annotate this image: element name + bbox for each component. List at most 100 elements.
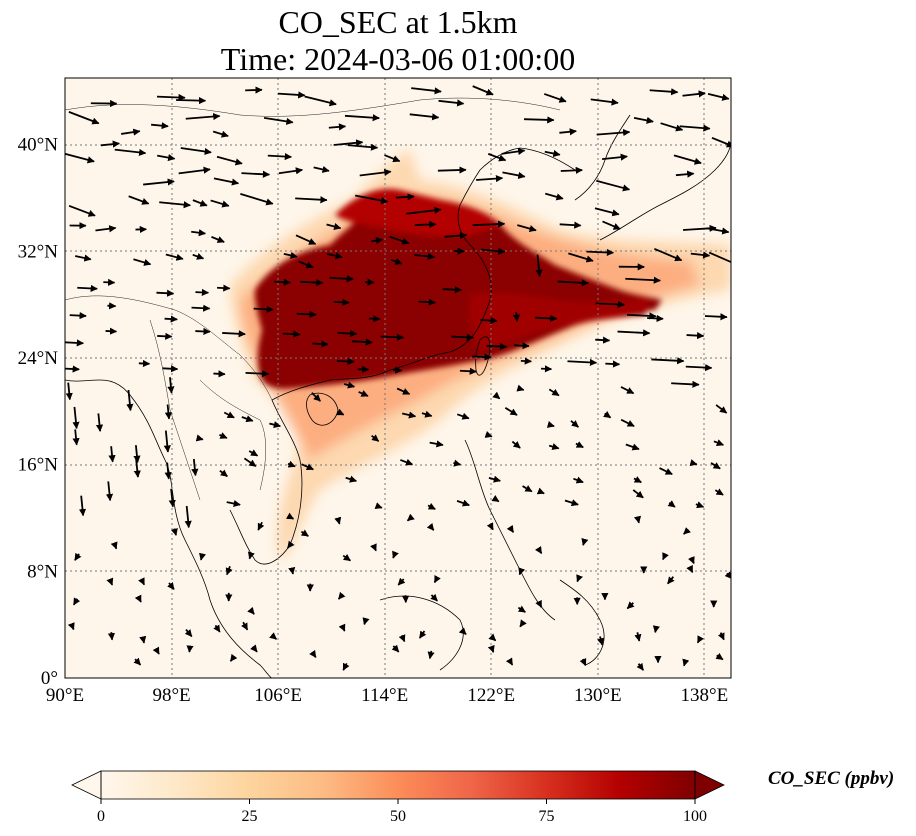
wind-arrow <box>506 524 515 533</box>
wind-arrow <box>634 515 642 524</box>
wind-arrow <box>392 550 399 559</box>
wind-arrow <box>543 93 567 103</box>
wind-arrow <box>535 314 558 323</box>
wind-arrow <box>192 199 208 207</box>
wind-arrow <box>516 384 525 392</box>
wind-arrow <box>78 495 87 517</box>
plot-title: CO_SEC at 1.5km <box>278 4 518 40</box>
wind-arrow <box>133 456 141 478</box>
wind-arrow <box>338 623 346 632</box>
wind-arrow <box>427 650 435 660</box>
map-frame <box>64 77 732 679</box>
wind-arrow <box>283 251 298 259</box>
wind-arrow <box>336 357 355 366</box>
colorbar-tick-label: 100 <box>683 808 707 825</box>
lat-tick-label: 0° <box>41 668 58 689</box>
wind-arrow <box>151 122 169 130</box>
wind-arrow <box>682 658 690 667</box>
wind-arrow <box>248 449 259 457</box>
wind-arrow <box>501 147 526 155</box>
wind-arrow <box>108 446 116 463</box>
wind-arrow <box>438 99 465 107</box>
wind-arrow <box>121 128 141 136</box>
wind-arrow <box>472 353 492 361</box>
wind-arrow <box>546 420 555 428</box>
wind-arrow <box>100 140 120 148</box>
wind-arrow <box>162 365 179 373</box>
wind-arrow <box>138 577 145 586</box>
wind-arrow <box>156 289 175 297</box>
wind-arrow <box>74 254 92 262</box>
wind-arrow <box>409 113 440 121</box>
wind-arrow <box>164 404 172 420</box>
wind-arrow <box>595 300 625 309</box>
wind-arrow <box>213 370 226 378</box>
wind-arrow <box>343 381 356 389</box>
wind-arrow <box>492 391 501 400</box>
wind-arrow <box>269 421 281 429</box>
wind-arrow <box>570 420 579 428</box>
wind-arrow <box>195 327 211 336</box>
wind-arrow <box>184 629 193 638</box>
wind-arrow <box>157 154 176 162</box>
wind-arrow <box>671 380 700 388</box>
wind-arrow <box>540 365 553 373</box>
wind-arrow <box>683 527 691 535</box>
wind-arrow <box>253 305 274 313</box>
wind-arrow <box>65 382 73 401</box>
wind-arrow <box>484 431 493 438</box>
wind-arrow <box>156 93 186 102</box>
wind-arrow <box>686 564 694 573</box>
wind-arrow <box>564 499 579 507</box>
wind-arrow <box>250 644 258 653</box>
wind-arrow <box>95 225 117 233</box>
wind-arrow <box>103 278 116 286</box>
wind-arrow <box>295 234 317 245</box>
lat-tick-label: 16°N <box>18 455 59 476</box>
wind-arrow <box>241 621 249 631</box>
wind-arrow <box>430 593 438 602</box>
wind-arrow <box>223 411 235 419</box>
wind-arrow <box>170 527 178 536</box>
wind-arrow <box>300 529 309 537</box>
wind-arrow <box>300 279 324 287</box>
wind-arrow <box>159 201 191 209</box>
wind-arrow <box>686 331 705 340</box>
wind-arrow <box>107 632 115 641</box>
wind-arrow <box>247 551 255 560</box>
wind-arrow <box>134 594 142 603</box>
wind-arrow <box>519 619 527 628</box>
wind-arrow <box>219 432 228 439</box>
wind-arrow <box>713 439 724 446</box>
wind-arrow <box>245 370 270 378</box>
wind-arrow <box>418 298 436 306</box>
wind-arrow <box>480 316 498 325</box>
wind-arrow <box>213 624 221 633</box>
wind-arrow <box>444 231 468 240</box>
wind-arrow <box>110 541 118 550</box>
wind-arrow <box>660 122 684 132</box>
wind-arrow <box>520 357 532 365</box>
wind-arrow <box>337 591 346 600</box>
wind-arrow <box>715 652 724 661</box>
wind-arrow <box>602 153 628 161</box>
colorbar-extend-min <box>71 770 102 800</box>
wind-arrow <box>522 485 533 493</box>
wind-arrow <box>333 298 350 306</box>
wind-arrow <box>456 499 470 507</box>
wind-arrow <box>518 567 526 576</box>
wind-arrow <box>389 235 410 245</box>
wind-arrow <box>633 116 654 124</box>
wind-arrow <box>559 128 577 136</box>
wind-arrow <box>288 566 296 575</box>
wind-arrow <box>400 458 414 466</box>
wind-arrow <box>192 253 205 260</box>
wind-arrow <box>229 653 238 662</box>
wind-arrow <box>347 143 379 151</box>
wind-arrow <box>476 174 504 183</box>
wind-arrow <box>225 566 233 576</box>
wind-arrow <box>287 540 295 549</box>
wind-arrow <box>706 227 730 235</box>
wind-arrow <box>309 649 317 658</box>
wind-arrow <box>594 207 620 217</box>
